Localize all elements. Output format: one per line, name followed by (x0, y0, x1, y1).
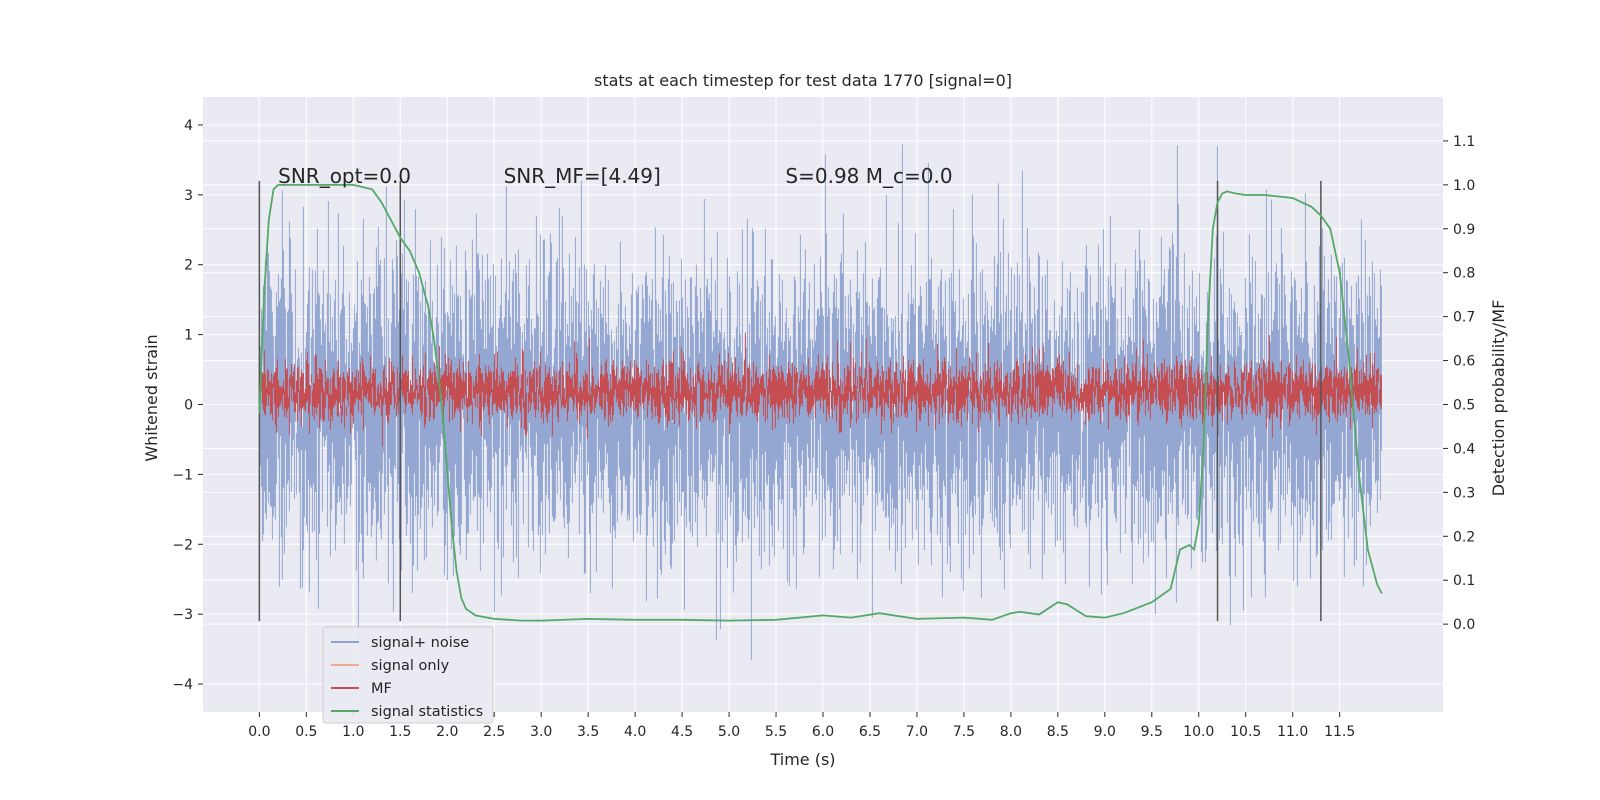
y-right-tick-label: 0.8 (1453, 266, 1475, 282)
x-tick-label: 6.0 (812, 724, 834, 740)
x-tick-label: 6.5 (859, 724, 881, 740)
annotation-2: SNR_MF=[4.49] (504, 164, 661, 188)
x-tick-label: 8.0 (1000, 724, 1022, 740)
x-tick-label: 7.5 (953, 724, 975, 740)
legend-entry: signal+ noise (371, 635, 469, 651)
annotations: SNR_opt=0.0 SNR_MF=[4.49] S=0.98 M_c=0.0 (278, 164, 952, 188)
x-tick-label: 4.0 (624, 724, 646, 740)
x-tick-label: 5.5 (765, 724, 787, 740)
annotation-3: S=0.98 M_c=0.0 (785, 164, 952, 188)
y-right-tick-label: 1.1 (1453, 134, 1475, 150)
legend: signal+ noise signal only MF signal statist… (322, 626, 494, 724)
x-tick-label: 11.0 (1277, 724, 1308, 740)
y-right-tick-label: 0.0 (1453, 617, 1475, 633)
legend-box (322, 626, 494, 724)
x-tick-label: 5.0 (718, 724, 740, 740)
y-axis-ticks-left: 4 3 2 1 0 −1 −2 −3 −4 (172, 118, 203, 693)
x-tick-label: 11.5 (1324, 724, 1355, 740)
annotation-1: SNR_opt=0.0 (278, 164, 411, 188)
y-right-tick-label: 0.6 (1453, 354, 1475, 370)
x-axis-ticks: 0.0 0.5 1.0 1.5 2.0 2.5 3.0 3.5 4.0 4.5 5.0 5.5 6.0 6… (248, 712, 1355, 740)
x-tick-label: 1.0 (342, 724, 364, 740)
x-tick-label: 2.0 (436, 724, 458, 740)
x-tick-label: 0.5 (295, 724, 317, 740)
legend-entry: MF (371, 681, 392, 697)
y-right-tick-label: 0.7 (1453, 310, 1475, 326)
y-tick-label: 2 (184, 258, 193, 274)
y-axis-ticks-right: 1.1 1.0 0.9 0.8 0.7 0.6 0.5 0.4 0.3 0.2 0.1 0.0 (1443, 134, 1475, 633)
y-tick-label: −2 (172, 537, 193, 553)
series-signal-statistics (258, 184, 1383, 622)
chart-title: stats at each timestep for test data 177… (594, 71, 1012, 90)
y-right-tick-label: 0.2 (1453, 529, 1475, 545)
y-right-tick-label: 0.1 (1453, 573, 1475, 589)
x-tick-label: 10.5 (1230, 724, 1261, 740)
x-tick-label: 4.5 (671, 724, 693, 740)
x-tick-label: 9.5 (1141, 724, 1163, 740)
y-tick-label: −1 (172, 467, 193, 483)
x-tick-label: 8.5 (1047, 724, 1069, 740)
x-tick-label: 3.5 (577, 724, 599, 740)
x-tick-label: 3.0 (530, 724, 552, 740)
x-tick-label: 9.0 (1094, 724, 1116, 740)
y-right-tick-label: 0.4 (1453, 441, 1475, 457)
x-tick-label: 0.0 (248, 724, 270, 740)
x-tick-label: 2.5 (483, 724, 505, 740)
y-right-tick-label: 1.0 (1453, 178, 1475, 194)
chart-marks (258, 144, 1383, 661)
y-axis-label-right: Detection probability/MF (1489, 300, 1508, 497)
x-tick-label: 10.0 (1183, 724, 1214, 740)
x-axis-label: Time (s) (769, 750, 835, 769)
y-tick-label: −4 (172, 677, 193, 693)
legend-entry: signal statistics (371, 704, 483, 720)
y-right-tick-label: 0.5 (1453, 398, 1475, 414)
y-tick-label: 1 (184, 328, 193, 344)
y-axis-label-left: Whitened strain (142, 334, 161, 461)
legend-entry: signal only (371, 658, 450, 674)
x-tick-label: 7.0 (906, 724, 928, 740)
y-tick-label: 3 (184, 188, 193, 204)
x-tick-label: 1.5 (389, 724, 411, 740)
y-tick-label: −3 (172, 607, 193, 623)
y-right-tick-label: 0.3 (1453, 485, 1475, 501)
y-tick-label: 0 (184, 398, 193, 414)
y-tick-label: 4 (184, 118, 193, 134)
y-right-tick-label: 0.9 (1453, 222, 1475, 238)
